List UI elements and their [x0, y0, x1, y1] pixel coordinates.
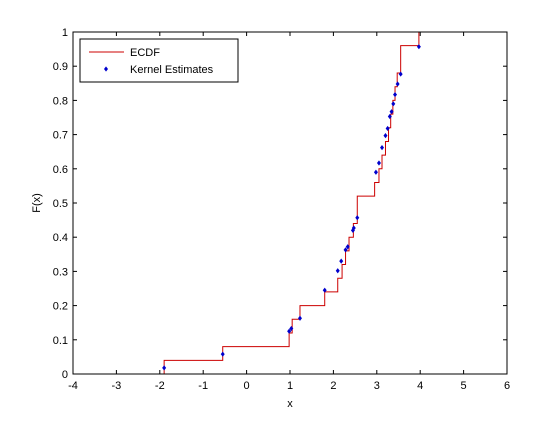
kernel-estimate-point: [345, 244, 350, 250]
y-tick-label: 0.5: [53, 198, 68, 210]
kernel-estimate-point: [297, 315, 302, 321]
kernel-estimate-point: [391, 101, 396, 107]
kernel-estimate-point: [416, 44, 421, 50]
y-tick-label: 0.1: [53, 335, 68, 347]
y-tick-label: 0.7: [53, 130, 68, 142]
kernel-estimate-point: [385, 125, 390, 132]
kernel-estimate-point: [287, 328, 292, 334]
y-tick-label: 0.6: [53, 164, 68, 176]
y-tick-label: 0: [62, 369, 68, 381]
x-tick-label: -2: [155, 380, 165, 392]
x-tick-label: 5: [461, 380, 467, 392]
legend-label: Kernel Estimates: [130, 64, 214, 76]
x-tick-label: -4: [68, 380, 78, 392]
x-tick-label: 6: [504, 380, 510, 392]
x-tick-label: 2: [330, 380, 336, 392]
kernel-estimate-point: [380, 144, 385, 151]
kernel-estimate-point: [393, 91, 398, 98]
kernel-estimate-point: [162, 365, 167, 371]
kernel-estimate-point: [395, 81, 400, 87]
x-tick-label: 3: [374, 380, 380, 392]
kernel-estimate-point: [383, 133, 388, 139]
y-tick-label: 0.9: [53, 61, 68, 73]
kernel-estimate-point: [339, 258, 344, 264]
kernel-estimate-point: [335, 268, 340, 274]
kernel-estimate-point: [289, 325, 294, 332]
kernel-estimate-point: [220, 351, 225, 357]
x-tick-label: 0: [244, 380, 250, 392]
axes-layer: -4 -3 -2 -1 0 1 2 3 4 5 6 0 0.1 0.2 0.3 0.4 0.5 0.6 0.7 0.8…: [53, 27, 510, 392]
axes-background: [73, 32, 507, 374]
x-axis-label: x: [287, 398, 293, 410]
kernel-estimate-point: [355, 215, 360, 221]
kernel-estimate-point: [376, 160, 381, 166]
ecdf-step-line: [73, 31, 507, 375]
legend-label: ECDF: [130, 47, 160, 59]
x-tick-label: 4: [417, 380, 423, 392]
series-layer: [73, 31, 507, 375]
kernel-estimate-point: [373, 169, 378, 175]
kernel-estimate-point: [351, 225, 356, 231]
y-tick-label: 0.3: [53, 266, 68, 278]
legend-box: [79, 38, 239, 83]
y-tick-label: 0.2: [53, 301, 68, 313]
y-tick-label: 1: [62, 27, 68, 39]
kernel-estimate-point: [322, 287, 327, 293]
plot-area: [73, 32, 507, 374]
kernel-estimate-point: [398, 71, 403, 77]
y-tick-label: 0.8: [53, 95, 68, 107]
x-tick-label: -1: [198, 380, 208, 392]
kernel-estimate-point: [343, 247, 348, 253]
y-axis-label: F(x): [31, 193, 43, 213]
x-tick-label: -3: [112, 380, 122, 392]
legend: ECDF Kernel Estimates: [79, 38, 239, 83]
kernel-estimate-point: [389, 109, 394, 115]
x-tick-label: 1: [287, 380, 293, 392]
y-tick-label: 0.4: [53, 232, 68, 244]
kernel-estimate-point: [387, 113, 392, 120]
legend-marker-swatch: [104, 66, 108, 72]
